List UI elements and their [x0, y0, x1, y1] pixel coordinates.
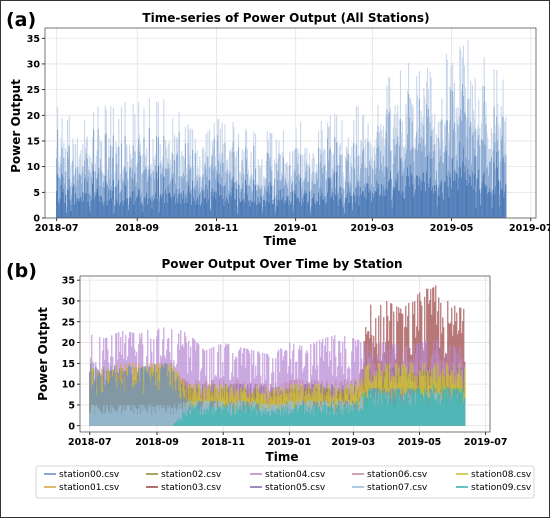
chart-a-title: Time-series of Power Output (All Station… — [142, 11, 429, 25]
chart-a-xtick-label-5: 2019-05 — [430, 223, 474, 234]
chart-a-xtick-label-0: 2018-07 — [35, 223, 79, 234]
chart-a-series — [56, 39, 507, 218]
chart-a-xtick-label-1: 2018-09 — [115, 223, 159, 234]
chart-b-ytick-label-0: 0 — [68, 421, 75, 432]
chart-a-xlabel: Time — [264, 234, 297, 248]
chart-a-ytick-label-3: 15 — [27, 136, 40, 147]
chart-a-ylabel: Power Output — [9, 79, 23, 173]
chart-a-plot-border — [44, 27, 537, 219]
chart-a-ytick-label-1: 5 — [33, 188, 40, 199]
chart-a-xtick-label-2: 2018-11 — [195, 223, 239, 234]
chart-a-ytick-label-2: 10 — [27, 162, 41, 173]
chart-a-ytick-label-7: 35 — [27, 34, 40, 45]
chart-a: 0 5 10 15 20 25 30 35 2018-07 2018-09 2018-11 2019-… — [27, 27, 550, 234]
chart-b-series-station09 — [173, 384, 466, 426]
chart-a-ytick-label-4: 20 — [27, 111, 41, 122]
chart-b-ytick-label-1: 5 — [68, 400, 75, 411]
chart-a-ytick-label-6: 30 — [27, 59, 41, 70]
chart-a-ytick-label-0: 0 — [33, 214, 40, 225]
panel-a-letter: (a) — [6, 9, 36, 31]
chart-a-xtick-label-4: 2019-03 — [351, 223, 395, 234]
panel-b-letter: (b) — [6, 260, 37, 282]
chart-a-ytick-label-5: 25 — [27, 85, 40, 96]
chart-a-xtick-label-6: 2019-07 — [509, 223, 550, 234]
chart-a-xtick-label-3: 2019-01 — [274, 223, 318, 234]
chart-b-title: Power Output Over Time by Station — [162, 257, 403, 271]
